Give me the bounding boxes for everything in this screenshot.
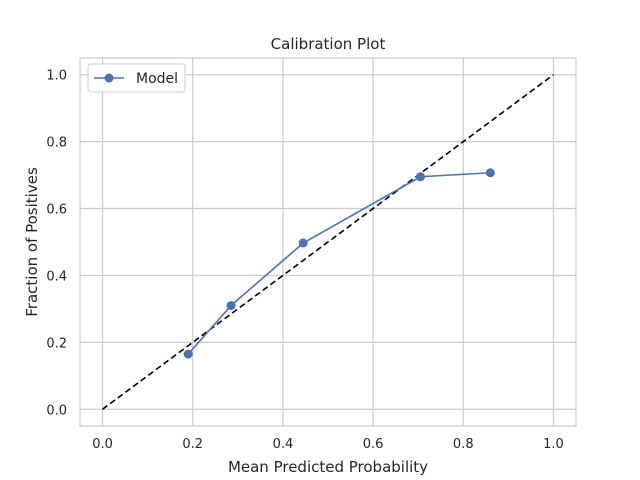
- x-tick-label: 0.4: [273, 437, 294, 452]
- data-point: [485, 168, 495, 178]
- legend-label: Model: [136, 71, 178, 87]
- legend: Model: [87, 63, 186, 93]
- y-tick-label: 0.4: [46, 269, 67, 284]
- y-axis-label: Fraction of Positives: [23, 167, 41, 317]
- data-point: [415, 172, 425, 182]
- data-point: [226, 301, 236, 311]
- data-point: [183, 349, 193, 359]
- legend-box: [87, 63, 186, 93]
- data-point: [298, 238, 308, 248]
- y-tick-label: 0.0: [46, 403, 67, 418]
- legend-marker: [104, 73, 114, 83]
- x-tick-label: 0.2: [182, 437, 203, 452]
- y-tick-label: 0.8: [46, 136, 67, 151]
- grid: [80, 58, 576, 426]
- series-group: [183, 168, 495, 359]
- x-tick-label: 1.0: [543, 437, 564, 452]
- y-tick-labels: 0.0 0.2 0.4 0.6 0.8 1.0: [46, 69, 67, 419]
- x-tick-labels: 0.0 0.2 0.4 0.6 0.8 1.0: [92, 437, 564, 452]
- reference-line-group: [102, 74, 554, 410]
- y-tick-label: 0.6: [46, 203, 67, 218]
- plot-frame: [79, 57, 577, 427]
- chart-title: Calibration Plot: [271, 35, 386, 53]
- x-axis-label: Mean Predicted Probability: [228, 458, 428, 476]
- x-tick-label: 0.0: [92, 437, 113, 452]
- x-tick-label: 0.6: [363, 437, 384, 452]
- y-tick-label: 0.2: [46, 336, 67, 351]
- y-tick-label: 1.0: [46, 69, 67, 84]
- reference-diagonal-line: [102, 74, 554, 410]
- x-tick-label: 0.8: [453, 437, 474, 452]
